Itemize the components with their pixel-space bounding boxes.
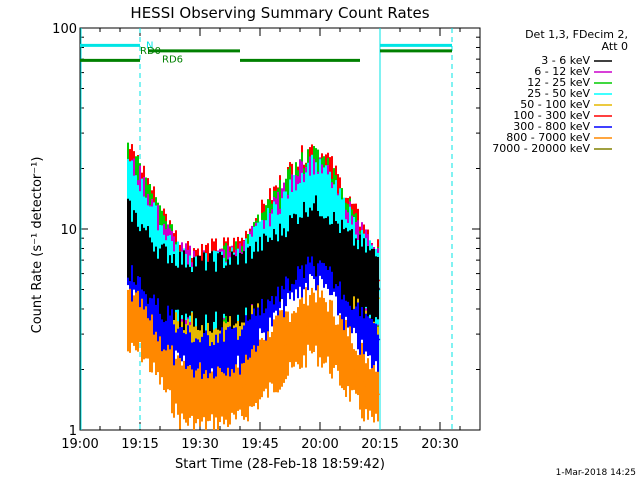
legend-header-line2: Att 0 <box>602 40 628 53</box>
timestamp-label: 1-Mar-2018 14:25 <box>556 468 636 478</box>
legend-label: 7000 - 20000 keV <box>492 142 590 155</box>
y-tick-label: 10 <box>60 223 77 238</box>
series-line <box>128 319 381 396</box>
series-3-6kev <box>127 195 381 334</box>
legend-label: 12 - 25 keV <box>527 76 590 89</box>
y-tick-label: 1 <box>69 424 77 439</box>
x-tick-label: 19:15 <box>121 437 158 452</box>
y-axis-label: Count Rate (s⁻¹ detector⁻¹) <box>30 157 45 334</box>
chart-title: HESSI Observing Summary Count Rates <box>130 4 429 22</box>
legend-label: 300 - 800 keV <box>513 120 590 133</box>
x-tick-label: 19:30 <box>181 437 218 452</box>
legend-label: 3 - 6 keV <box>541 54 590 67</box>
annotation-rd6: RD6 <box>162 54 183 65</box>
x-tick-label: 20:00 <box>301 437 338 452</box>
legend-header-line1: Det 1,3, FDecim 2, <box>525 28 628 41</box>
series-line <box>127 232 381 294</box>
x-tick-label: 19:00 <box>61 437 98 452</box>
x-tick-label: 19:45 <box>241 437 278 452</box>
x-axis-label: Start Time (28-Feb-18 18:59:42) <box>175 457 385 472</box>
legend-label: 100 - 300 keV <box>513 109 590 122</box>
y-tick-label: 100 <box>52 22 77 37</box>
annotation-n: N <box>146 40 153 51</box>
annotation-rd0: RD0 <box>140 46 161 57</box>
x-tick-label: 20:30 <box>421 437 458 452</box>
legend-label: 800 - 7000 keV <box>506 131 590 144</box>
legend-label: 50 - 100 keV <box>520 98 590 111</box>
legend-label: 25 - 50 keV <box>527 87 590 100</box>
x-tick-label: 20:15 <box>361 437 398 452</box>
legend-label: 6 - 12 keV <box>534 65 590 78</box>
